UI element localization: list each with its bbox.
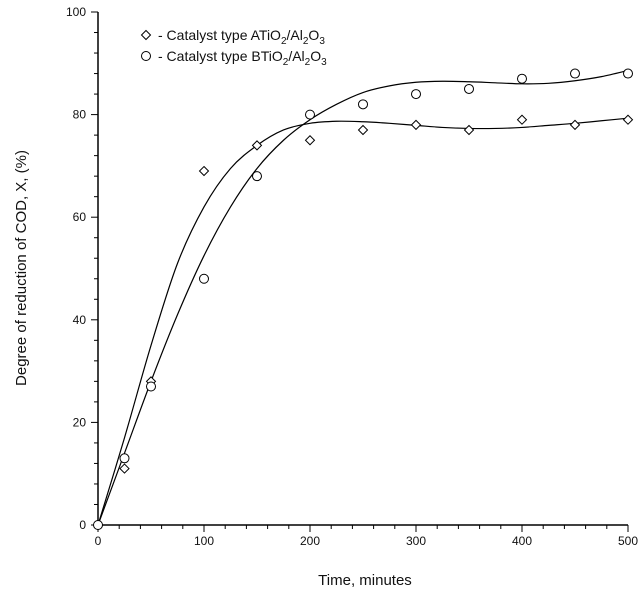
y-axis-ticks: 0 20 40 60 80 100	[66, 5, 98, 532]
y-tick-label: 100	[66, 5, 86, 19]
series-b-point	[464, 83, 474, 94]
formula-subscript: 2	[305, 57, 311, 68]
series-b-point	[305, 109, 315, 120]
formula-part: TiO	[261, 48, 283, 64]
series-b-point	[119, 453, 130, 464]
legend-prefix: - Catalyst type A	[158, 27, 261, 43]
series-b-point	[146, 381, 156, 392]
series-a-point	[569, 119, 581, 131]
series-a-point	[304, 135, 316, 146]
series-b-point	[570, 68, 580, 79]
formula-part: /Al	[288, 48, 304, 64]
y-axis-label: Degree of reduction of COD, X, (%)	[13, 150, 30, 386]
fit-curves	[97, 69, 629, 526]
x-tick-label: 300	[406, 534, 426, 548]
data-points	[92, 68, 634, 531]
formula-part: /Al	[287, 27, 303, 43]
x-tick-label: 200	[300, 534, 320, 548]
series-b-point	[358, 99, 368, 110]
series-a-point	[251, 140, 263, 151]
x-tick-label: 400	[512, 534, 532, 548]
formula-subscript: 3	[319, 36, 325, 47]
series-b-fit-curve	[97, 69, 629, 526]
series-a-point	[516, 114, 528, 125]
x-axis-ticks: 0 100 200 300 400 500	[95, 525, 638, 548]
formula-part: O	[308, 27, 319, 43]
diamond-marker-icon	[140, 29, 152, 41]
y-tick-label: 20	[73, 415, 87, 429]
formula-subscript: 2	[283, 57, 289, 68]
series-b-point	[411, 89, 421, 100]
formula-part: O	[310, 48, 321, 64]
series-a-point	[357, 124, 369, 136]
series-a-point	[622, 114, 634, 125]
plot-frame	[97, 12, 628, 526]
formula-part: TiO	[259, 27, 281, 43]
formula-subscript: 2	[303, 36, 309, 47]
series-a-point	[463, 124, 475, 136]
y-tick-label: 60	[73, 210, 87, 224]
series-a-point	[198, 165, 210, 177]
y-tick-label: 0	[79, 518, 86, 532]
y-tick-label: 40	[73, 313, 87, 327]
series-b-point	[199, 273, 209, 284]
x-axis-label: Time, minutes	[318, 572, 412, 589]
formula-subscript: 2	[281, 36, 287, 47]
x-tick-label: 100	[194, 534, 214, 548]
formula-subscript: 3	[321, 57, 327, 68]
legend-entry-a: - Catalyst type ATiO2/Al2O3	[158, 27, 325, 47]
legend-entry-b: - Catalyst type BTiO2/Al2O3	[158, 48, 327, 68]
series-b-point	[252, 171, 262, 182]
series-b-point	[623, 68, 633, 79]
legend-prefix: - Catalyst type B	[158, 48, 261, 64]
series-a-point	[119, 463, 130, 474]
circle-marker-icon	[141, 51, 151, 61]
series-b-point	[517, 73, 527, 84]
legend: - Catalyst type ATiO2/Al2O3- Catalyst ty…	[140, 27, 327, 68]
series-b-point	[93, 520, 103, 530]
x-tick-label: 500	[618, 534, 638, 548]
series-a-point	[410, 119, 422, 131]
series-a-fit-curve	[97, 117, 629, 526]
x-tick-label: 0	[95, 534, 102, 548]
y-tick-label: 80	[73, 108, 87, 122]
